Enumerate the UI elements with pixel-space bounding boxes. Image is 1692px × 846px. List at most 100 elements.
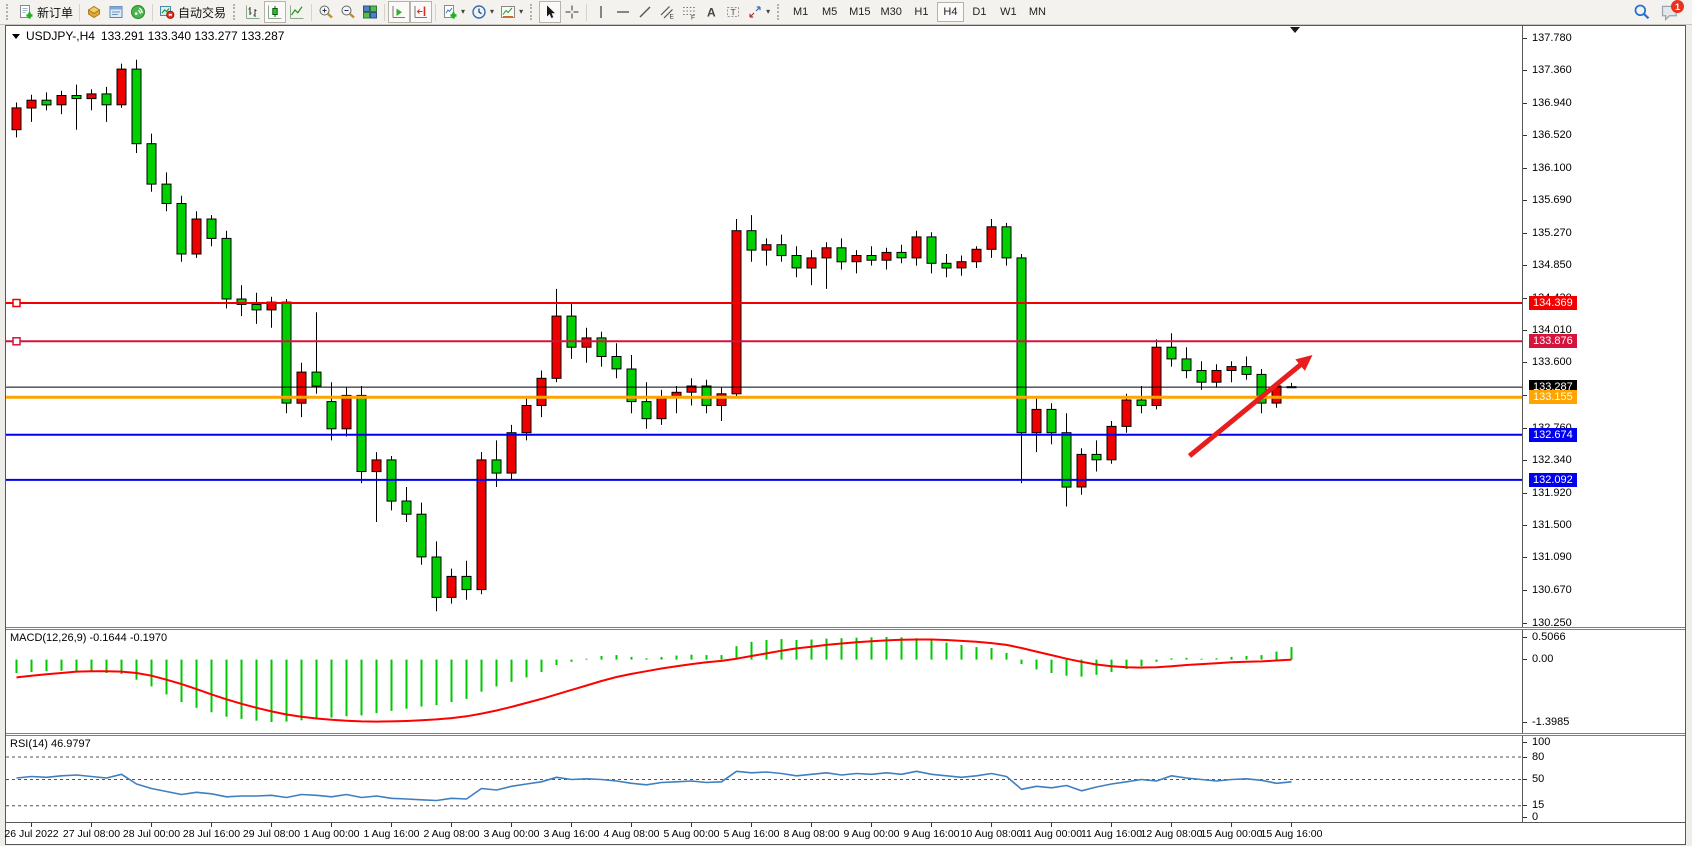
macd-panel[interactable]: MACD(12,26,9) -0.1644 -0.1970	[6, 630, 1522, 733]
price-tick-dash	[1523, 557, 1527, 559]
chevron-down-icon: ▾	[519, 7, 524, 16]
equidistant-channel-button[interactable]: E	[656, 1, 678, 23]
auto-scroll-icon	[392, 6, 406, 18]
horizontal-line-button[interactable]	[612, 1, 634, 23]
resistance-line-2-handle	[12, 337, 21, 346]
bar-chart-button[interactable]	[242, 1, 264, 23]
zoom-out-button[interactable]	[337, 1, 359, 23]
time-label: 28 Jul 00:00	[122, 828, 181, 840]
new-order-button[interactable]: 新订单	[15, 1, 76, 23]
timeframe-M1[interactable]: M1	[787, 2, 814, 22]
arrows-icon	[749, 6, 761, 18]
panel-splitter[interactable]	[6, 733, 1685, 736]
chevron-down-icon: ▾	[490, 7, 495, 16]
chart-shift-marker[interactable]	[1290, 27, 1300, 33]
toolbar-grip[interactable]	[530, 4, 535, 20]
chat-button[interactable]: 1	[1660, 0, 1684, 22]
time-tick	[811, 823, 812, 827]
crosshair-button[interactable]	[561, 1, 583, 23]
price-chart[interactable]: USDJPY-,H4 133.291 133.340 133.277 133.2…	[6, 26, 1522, 627]
candlestick-chart-button[interactable]	[264, 1, 287, 23]
time-tick	[1291, 823, 1292, 827]
rsi-panel[interactable]: RSI(14) 46.9797	[6, 736, 1522, 822]
text-label-button[interactable]: T	[722, 1, 744, 23]
timeframe-MN[interactable]: MN	[1024, 2, 1051, 22]
timeframe-H1[interactable]: H1	[908, 2, 935, 22]
timeframe-H4[interactable]: H4	[936, 2, 964, 22]
timeframe-M15[interactable]: M15	[845, 2, 874, 22]
toolbar-grip[interactable]	[233, 4, 238, 20]
zoom-out-icon	[341, 5, 355, 19]
text-button[interactable]: A	[700, 1, 722, 23]
time-tick	[31, 823, 32, 827]
time-label: 3 Aug 00:00	[483, 828, 540, 840]
cursor-button[interactable]	[539, 1, 562, 23]
svg-text:A: A	[707, 6, 716, 20]
candles-layer	[11, 59, 1297, 612]
vertical-line-button[interactable]	[590, 1, 612, 23]
tile-windows-button[interactable]	[359, 1, 381, 23]
timeframe-D1[interactable]: D1	[966, 2, 993, 22]
chart-title-symbol: USDJPY-,H4	[26, 29, 95, 43]
price-tick-dash	[1523, 297, 1527, 299]
chart-shift-button[interactable]	[410, 1, 433, 23]
auto-scroll-button[interactable]	[388, 1, 411, 23]
timeframe-W1[interactable]: W1	[995, 2, 1022, 22]
time-tick	[1111, 823, 1112, 827]
trendline-button[interactable]	[634, 1, 656, 23]
time-axis-divider	[6, 822, 1685, 823]
macd-tick: 0.5066	[1532, 630, 1566, 643]
price-tick: 135.270	[1532, 226, 1572, 239]
collapse-ohlc-icon[interactable]	[12, 33, 20, 39]
rsi-tick-dash	[1523, 805, 1527, 807]
chart-shift-icon	[414, 6, 428, 18]
market-watch-button[interactable]	[83, 1, 105, 23]
line-chart-icon	[290, 5, 304, 19]
rsi-tick: 0	[1532, 810, 1539, 823]
chart-title-ohlc: 133.291 133.340 133.277 133.287	[100, 29, 285, 43]
toolbar-grip[interactable]	[777, 4, 782, 20]
toolbar-grip[interactable]	[6, 4, 11, 20]
rsi-tick-dash	[1523, 816, 1527, 818]
timeframe-M30[interactable]: M30	[877, 2, 906, 22]
time-label: 15 Aug 16:00	[1260, 828, 1323, 840]
time-label: 29 Jul 08:00	[242, 828, 301, 840]
panel-splitter[interactable]	[6, 627, 1685, 630]
time-tick	[271, 823, 272, 827]
search-button[interactable]	[1630, 1, 1654, 23]
price-tick-dash	[1523, 70, 1527, 72]
periods-button[interactable]: ▾	[468, 1, 497, 23]
rsi-chart	[6, 756, 1522, 807]
auto-trading-button[interactable]: 自动交易	[156, 1, 229, 23]
rsi-label: RSI(14) 46.9797	[10, 738, 91, 750]
rsi-tick: 100	[1532, 735, 1551, 748]
indicators-button[interactable]: ▾	[439, 1, 468, 23]
price-tick: 131.090	[1532, 551, 1572, 564]
arrow-annotation-head	[1295, 354, 1313, 371]
time-tick	[871, 823, 872, 827]
tile-windows-icon	[363, 5, 378, 19]
rsi-tick: 15	[1532, 799, 1545, 812]
line-chart-button[interactable]	[286, 1, 308, 23]
price-tick-dash	[1523, 492, 1527, 494]
svg-text:E: E	[670, 14, 675, 21]
time-tick	[1231, 823, 1232, 827]
macd-chart	[15, 637, 1293, 723]
signals-button[interactable]	[127, 1, 149, 23]
zoom-in-button[interactable]	[315, 1, 337, 23]
time-tick	[631, 823, 632, 827]
data-window-button[interactable]	[105, 1, 127, 23]
toolbar-separator	[384, 3, 386, 21]
price-tick: 134.010	[1532, 324, 1572, 337]
crosshair-icon	[565, 5, 579, 19]
candlestick-chart-icon	[268, 5, 282, 19]
time-axis[interactable]: 26 Jul 2022 27 Jul 08:00 28 Jul 00:00 28 Ju…	[4, 823, 1685, 844]
time-label: 12 Aug 08:00	[1140, 828, 1203, 840]
arrows-button[interactable]: ▾	[744, 1, 773, 23]
timeframe-M5[interactable]: M5	[816, 2, 843, 22]
fibonacci-button[interactable]: F	[678, 1, 700, 23]
templates-button[interactable]: ▾	[497, 1, 526, 23]
notification-badge: 1	[1671, 0, 1684, 13]
timeframe-toolbar: M1 M5 M15 M30 H1 H4 D1 W1 MN	[786, 2, 1052, 22]
price-axis[interactable]: 137.780 137.360 136.940 136.520 136.100 135.6…	[1523, 26, 1686, 629]
